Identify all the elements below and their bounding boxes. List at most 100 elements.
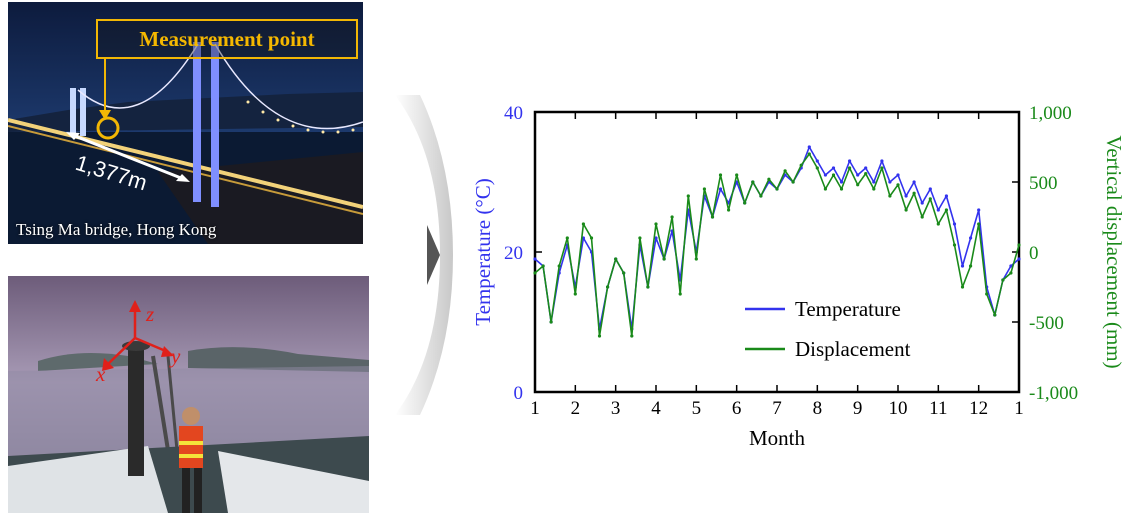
data-point-displacement: [718, 173, 723, 177]
x-tick-label: 9: [853, 398, 863, 419]
data-point-displacement: [743, 201, 747, 205]
data-point-displacement: [928, 197, 932, 201]
data-point-temperature: [896, 173, 900, 177]
data-point-temperature: [952, 222, 957, 226]
y-left-axis-title: Temperature (°C): [471, 178, 495, 325]
data-point-displacement: [710, 215, 715, 219]
data-point-displacement: [969, 264, 973, 268]
data-point-displacement: [1009, 271, 1013, 275]
data-point-temperature: [904, 194, 908, 198]
data-point-displacement: [799, 163, 803, 167]
data-point-displacement: [767, 177, 771, 181]
data-point-displacement: [920, 215, 924, 219]
data-point-displacement: [614, 257, 618, 261]
bridge-night-photo: Measurement point 1,377m Tsing Ma bridge…: [8, 2, 363, 244]
data-point-displacement: [735, 173, 739, 177]
x-tick-label: 1: [530, 398, 540, 419]
data-point-temperature: [831, 166, 836, 170]
data-point-displacement: [751, 180, 755, 184]
x-tick-label: 1: [1014, 398, 1024, 419]
data-point-displacement: [630, 334, 634, 338]
legend-label-displacement: Displacement: [795, 337, 911, 361]
data-point-displacement: [606, 285, 610, 289]
legend: Temperature Displacement: [745, 297, 911, 361]
sensor-photo: z y x: [8, 276, 369, 513]
data-point-displacement: [823, 187, 827, 191]
bridge-night-image: [8, 2, 363, 244]
measurement-point-callout: Measurement point: [96, 19, 358, 59]
legend-label-temperature: Temperature: [795, 297, 901, 321]
x-tick-label: 2: [571, 398, 581, 419]
data-point-displacement: [670, 215, 674, 219]
axis-label-z: z: [146, 302, 155, 326]
tick-marks: [534, 111, 1020, 393]
data-point-displacement: [864, 172, 868, 176]
data-point-displacement: [791, 180, 795, 184]
y-right-axis-title: Vertical displacement (mm): [1102, 135, 1126, 368]
data-point-temperature: [920, 201, 924, 205]
data-point-displacement: [686, 194, 690, 198]
series-line-temperature: [534, 146, 1020, 330]
data-point-displacement: [839, 187, 844, 191]
data-point-displacement: [581, 222, 585, 226]
data-point-displacement: [960, 285, 965, 289]
data-point-temperature: [815, 159, 819, 163]
data-point-displacement: [549, 320, 553, 324]
data-point-displacement: [541, 264, 545, 268]
y-left-tick-labels: 0 20 40: [504, 103, 523, 404]
data-point-displacement: [783, 169, 787, 173]
data-point-displacement: [1017, 243, 1021, 247]
data-point-temperature: [1009, 264, 1013, 268]
data-point-displacement: [831, 173, 836, 177]
data-point-displacement: [944, 208, 948, 212]
sensor-worker-image: [8, 276, 369, 513]
y-left-tick-label: 40: [504, 103, 523, 124]
axis-label-y: y: [171, 344, 181, 368]
data-point-temperature: [936, 208, 940, 212]
x-tick-label: 7: [772, 398, 782, 419]
y-right-tick-labels: -1,000 -500 0 500 1,000: [1029, 103, 1078, 404]
data-point-displacement: [638, 236, 642, 240]
data-point-temperature: [533, 257, 537, 261]
x-tick-label: 3: [611, 398, 621, 419]
data-point-temperature: [928, 187, 932, 191]
data-point-displacement: [654, 222, 658, 226]
data-point-displacement: [678, 292, 682, 296]
data-point-temperature: [864, 166, 868, 170]
data-point-displacement: [952, 243, 957, 247]
data-point-displacement: [880, 166, 884, 170]
data-point-displacement: [759, 194, 763, 198]
data-point-temperature: [969, 236, 973, 240]
data-point-displacement: [662, 257, 666, 261]
data-point-displacement: [856, 183, 860, 187]
data-point-temperature: [848, 159, 852, 163]
y-right-tick-label: 500: [1029, 173, 1058, 194]
data-point-temperature: [912, 180, 916, 184]
data-point-displacement: [1001, 278, 1005, 282]
data-point-displacement: [646, 285, 650, 289]
data-point-displacement: [727, 208, 731, 212]
axis-label-x: x: [96, 362, 106, 386]
data-point-temperature: [823, 173, 827, 177]
data-point-displacement: [872, 187, 876, 191]
data-point-displacement: [597, 334, 602, 338]
data-point-temperature: [718, 187, 723, 191]
flow-arrow-icon: [395, 95, 453, 415]
data-point-displacement: [533, 271, 537, 275]
data-point-displacement: [565, 236, 569, 240]
data-point-temperature: [977, 208, 981, 212]
y-left-tick-label: 0: [514, 383, 524, 404]
data-point-temperature: [960, 264, 965, 268]
data-point-displacement: [775, 187, 779, 191]
data-point-displacement: [702, 187, 706, 191]
data-point-temperature: [888, 180, 892, 184]
data-point-displacement: [912, 191, 916, 195]
data-point-displacement: [573, 292, 577, 296]
data-point-displacement: [993, 313, 997, 317]
x-tick-label: 11: [929, 398, 947, 419]
data-point-displacement: [815, 166, 819, 170]
data-point-displacement: [848, 166, 852, 170]
x-tick-labels: 1 2 3 4 5 6 7 8 9 10 11 12 1: [530, 398, 1024, 419]
data-point-temperature: [1017, 257, 1021, 261]
